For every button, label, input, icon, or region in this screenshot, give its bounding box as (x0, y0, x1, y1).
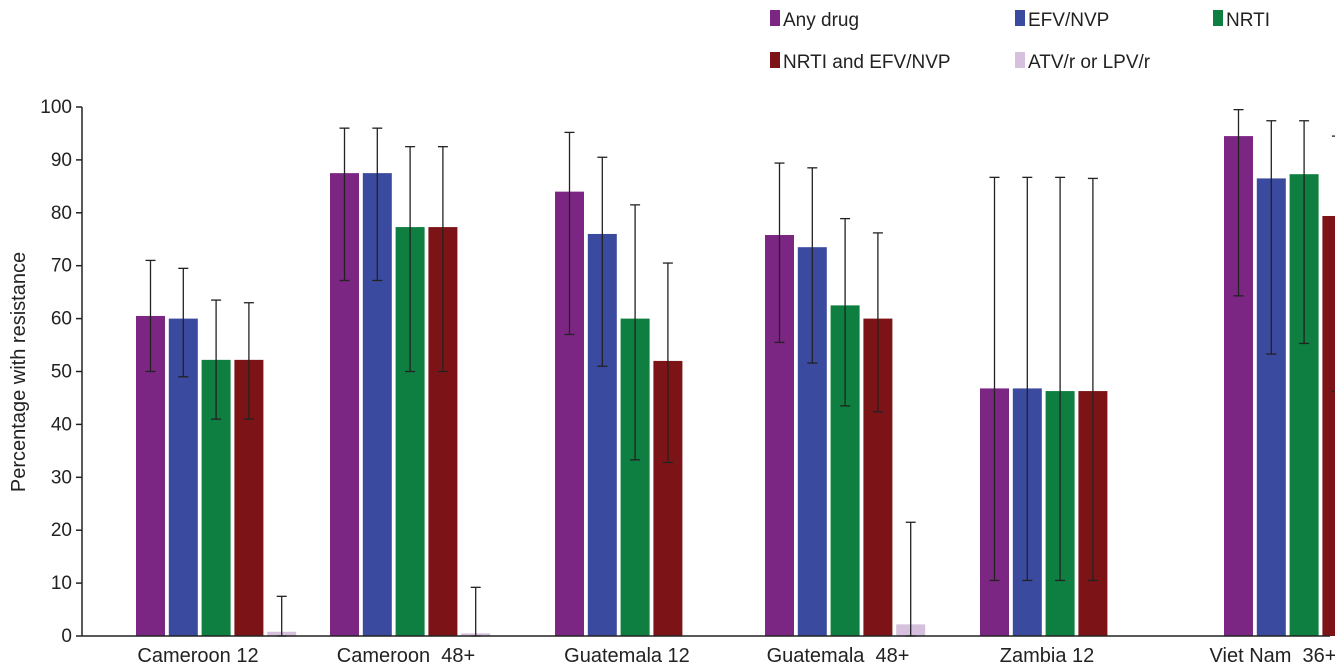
legend-label: Any drug (783, 10, 859, 31)
y-tick-label: 80 (51, 203, 72, 224)
y-tick-label: 100 (40, 97, 72, 118)
y-tick-label: 50 (51, 362, 72, 383)
legend: Any drug EFV/NVP NRTI NRTI and EFV/NVP ATV/r… (770, 10, 1270, 73)
legend-swatch (1015, 10, 1025, 26)
y-axis-title: Percentage with resistance (8, 252, 30, 492)
legend-swatch (770, 10, 780, 26)
y-tick-label: 90 (51, 150, 72, 171)
y-tick-label: 40 (51, 414, 72, 435)
x-tick-label: Viet Nam 36+ (1210, 645, 1335, 667)
legend-label: NRTI and EFV/NVP (783, 52, 951, 73)
legend-label: NRTI (1226, 10, 1270, 31)
bars (136, 136, 1335, 637)
y-tick-label: 60 (51, 309, 72, 330)
legend-swatch (1015, 52, 1025, 68)
x-tick-label: Guatemala 48+ (767, 645, 910, 667)
legend-swatch (1213, 10, 1223, 26)
y-tick-label: 70 (51, 256, 72, 277)
x-tick-label: Zambia 12 (1000, 645, 1095, 667)
y-tick-label: 10 (51, 573, 72, 594)
x-axis: Cameroon 12 Cameroon 48+ Guatemala 12 Guate… (82, 635, 1335, 667)
x-tick-label: Cameroon 12 (137, 645, 258, 667)
bar (1322, 215, 1335, 636)
y-tick-label: 20 (51, 520, 72, 541)
x-tick-label: Guatemala 12 (564, 645, 690, 667)
legend-swatch (770, 52, 780, 68)
legend-label: EFV/NVP (1028, 10, 1109, 31)
x-tick-label: Cameroon 48+ (337, 645, 475, 667)
legend-label: ATV/r or LPV/r (1028, 52, 1151, 73)
y-axis: 0 10 20 30 40 50 60 70 80 90 100 (40, 97, 83, 647)
error-bars (145, 108, 1335, 637)
y-tick-label: 30 (51, 467, 72, 488)
y-tick-label: 0 (61, 626, 72, 647)
